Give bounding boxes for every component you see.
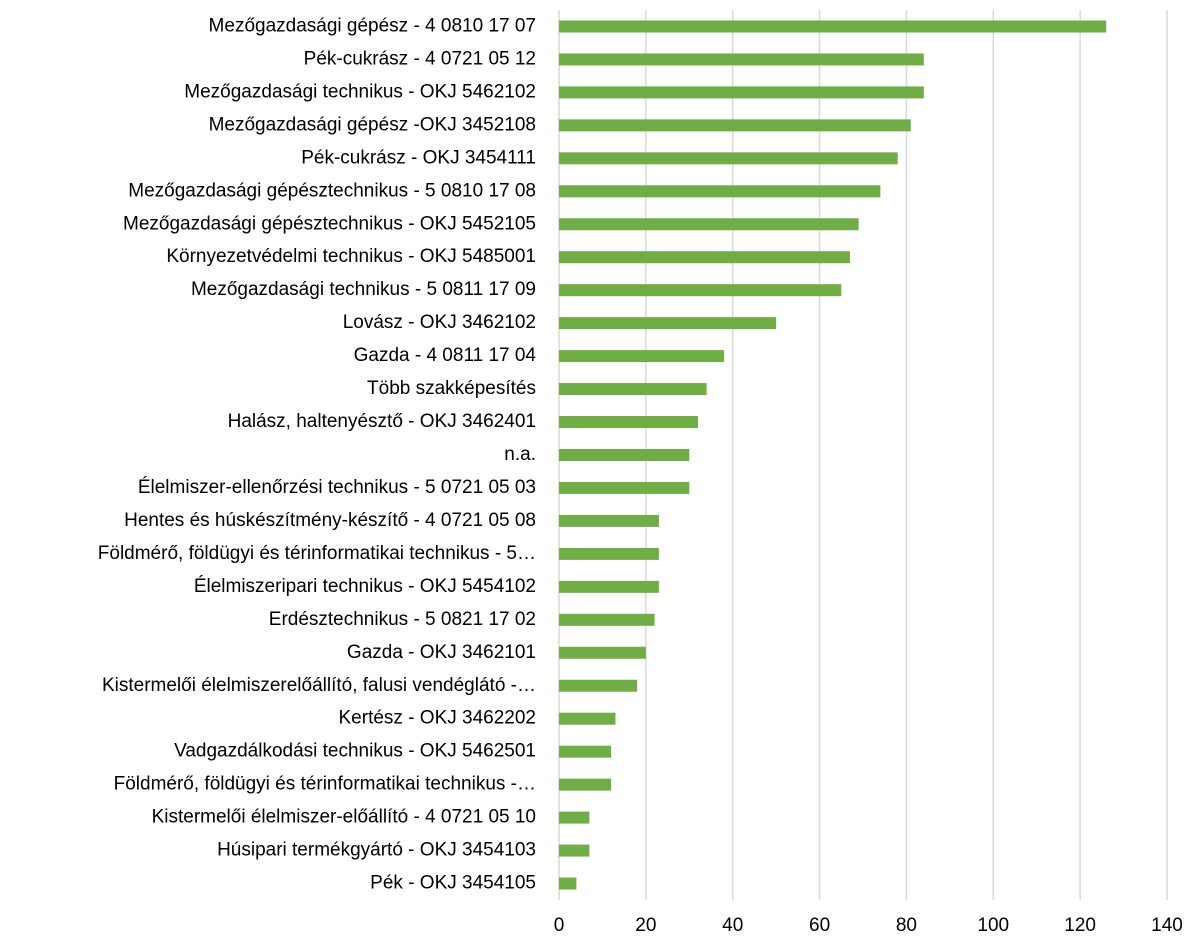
bar <box>559 679 638 692</box>
bar <box>559 613 655 626</box>
y-tick-label: Gazda - 4 0811 17 04 <box>354 345 537 366</box>
x-tick-label: 20 <box>635 915 656 936</box>
y-tick-label: Élelmiszer-ellenőrzési technikus - 5 072… <box>138 477 536 498</box>
bar <box>559 185 881 198</box>
y-tick-label: Kistermelői élelmiszer-előállító - 4 072… <box>152 807 536 828</box>
bar <box>559 646 646 659</box>
y-tick-label: Mezőgazdasági gépész - 4 0810 17 07 <box>209 15 536 36</box>
bar <box>559 317 777 330</box>
y-tick-label: Pék-cukrász - OKJ 3454111 <box>301 147 536 168</box>
bar <box>559 877 577 890</box>
y-tick-label: Mezőgazdasági gépésztechnikus - OKJ 5452… <box>123 213 536 234</box>
bar <box>559 284 842 297</box>
y-tick-label: Földmérő, földügyi és térinformatikai te… <box>114 774 536 795</box>
bar <box>559 712 616 725</box>
bar <box>559 20 1107 33</box>
y-tick-label: n.a. <box>504 444 536 465</box>
bar <box>559 119 911 132</box>
bar <box>559 449 690 461</box>
bar <box>559 86 924 99</box>
bar <box>559 152 898 165</box>
bar <box>559 53 924 66</box>
x-tick-label: 60 <box>809 915 830 936</box>
y-tick-label: Környezetvédelmi technikus - OKJ 5485001 <box>166 246 536 267</box>
y-tick-label: Gazda - OKJ 3462101 <box>347 642 536 663</box>
y-tick-label: Több szakképesítés <box>367 378 536 399</box>
y-tick-label: Halász, haltenyésztő - OKJ 3462401 <box>228 411 536 432</box>
bar <box>559 481 690 494</box>
bar <box>559 514 659 527</box>
y-tick-label: Lovász - OKJ 3462102 <box>343 312 536 333</box>
bar <box>559 745 612 758</box>
bar <box>559 218 859 231</box>
y-tick-label: Mezőgazdasági technikus - 5 0811 17 09 <box>191 279 536 300</box>
bar <box>559 547 659 560</box>
y-tick-label: Húsipari termékgyártó - OKJ 3454103 <box>217 840 536 861</box>
y-tick-label: Vadgazdálkodási technikus - OKJ 5462501 <box>174 741 536 762</box>
bar <box>559 811 590 824</box>
y-tick-label: Élelmiszeripari technikus - OKJ 5454102 <box>194 576 536 597</box>
y-tick-label: Pék-cukrász - 4 0721 05 12 <box>304 48 536 69</box>
bar <box>559 580 659 593</box>
bar <box>559 383 707 396</box>
x-tick-label: 40 <box>722 915 743 936</box>
bar <box>559 251 850 264</box>
x-tick-label: 140 <box>1151 915 1183 936</box>
x-tick-label: 80 <box>896 915 917 936</box>
bar <box>559 350 725 363</box>
x-tick-label: 120 <box>1064 915 1096 936</box>
y-tick-label: Földmérő, földügyi és térinformatikai te… <box>98 543 536 564</box>
bar <box>559 778 612 791</box>
y-tick-label: Mezőgazdasági technikus - OKJ 5462102 <box>184 81 536 102</box>
y-tick-label: Erdésztechnikus - 5 0821 17 02 <box>269 609 536 630</box>
y-tick-label: Kistermelői élelmiszerelőállító, falusi … <box>102 675 536 696</box>
y-tick-label: Pék - OKJ 3454105 <box>370 873 536 894</box>
bar <box>559 844 590 857</box>
y-tick-label: Mezőgazdasági gépésztechnikus - 5 0810 1… <box>128 180 536 201</box>
y-tick-label: Hentes és húskészítmény-készítő - 4 0721… <box>124 510 536 531</box>
x-tick-label: 0 <box>554 915 565 936</box>
y-tick-label: Kertész - OKJ 3462202 <box>339 708 537 729</box>
bar <box>559 416 698 429</box>
y-tick-label: Mezőgazdasági gépész -OKJ 3452108 <box>209 114 536 135</box>
x-tick-label: 100 <box>977 915 1009 936</box>
